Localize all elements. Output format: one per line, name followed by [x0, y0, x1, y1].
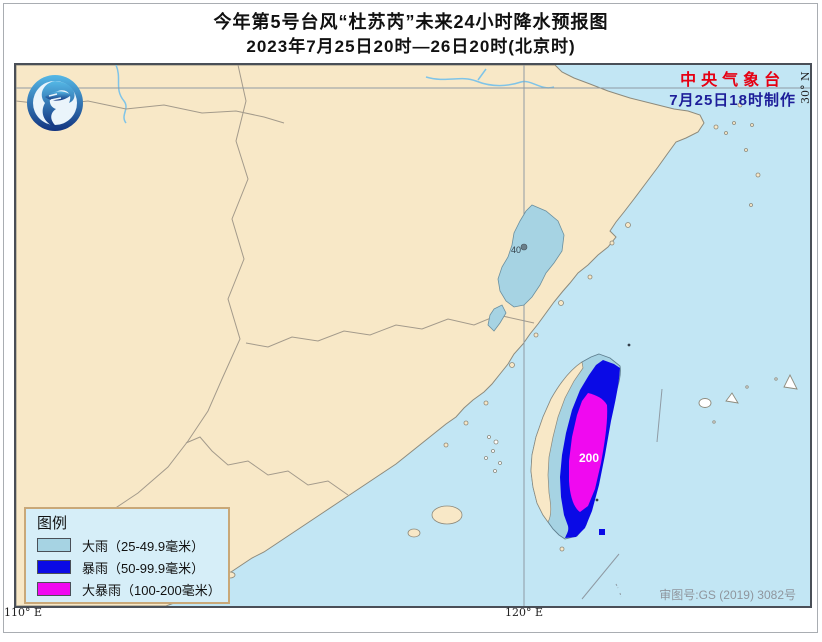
longitude-label-120e: 120° E [505, 606, 544, 619]
taiwan-west-plain [530, 361, 584, 523]
taiwan-rain-max-label: 200 [579, 451, 599, 465]
north-islet [627, 343, 631, 347]
map-subtitle-period: 2023年7月25日20时—26日20时(北京时) [246, 37, 576, 56]
coastal-rain-value-label: 40 [511, 245, 521, 255]
longitude-label-110e: 110° E [4, 606, 43, 619]
green-islet [595, 498, 599, 502]
issued-time: 7月25日18时制作 [669, 92, 796, 109]
rivers [115, 65, 555, 124]
rainstorm-label: 暴雨（50-99.9毫米） [82, 560, 205, 576]
map-approval-number: 审图号:GS (2019) 3082号 [659, 588, 796, 602]
agency-name: 中央气象台 [680, 72, 786, 89]
legend-box: 图例 大雨（25-49.9毫米） 暴雨（50-99.9毫米） 大暴雨（100-2… [24, 507, 230, 604]
taiwan-island: 200 [530, 343, 631, 540]
legend-row-heavy-rain: 大雨（25-49.9毫米） [37, 534, 228, 556]
agency-block: 中央气象台 7月25日18时制作 [669, 71, 796, 111]
ryukyu-islands [698, 373, 798, 424]
page-border [3, 3, 818, 633]
geography-layer: 40 200 [16, 65, 810, 606]
map-title: 今年第5号台风“杜苏芮”未来24小时降水预报图 [213, 12, 609, 32]
coastal-islet [520, 243, 528, 251]
mainland-china [16, 65, 705, 606]
cma-logo-icon [27, 75, 83, 131]
graticule-lines [16, 65, 810, 606]
legend-row-rainstorm: 暴雨（50-99.9毫米） [37, 556, 228, 578]
severe-rainstorm-label: 大暴雨（100-200毫米） [82, 582, 221, 598]
taiwan-severe-rainstorm-area [569, 393, 608, 512]
legend-row-severe-rainstorm: 大暴雨（100-200毫米） [37, 578, 228, 600]
penghu-islands [484, 435, 502, 473]
lanyu-island [599, 529, 605, 535]
legend-title: 图例 [37, 515, 68, 532]
latitude-label-30n: 30° N [799, 71, 812, 104]
sea-line-segments [581, 388, 663, 600]
coastal-rain-area: 40 [487, 204, 565, 332]
severe-rainstorm-swatch [37, 582, 71, 596]
map-canvas: 40 200 [14, 63, 812, 608]
rainstorm-swatch [37, 560, 71, 574]
heavy-rain-swatch [37, 538, 71, 552]
title-block: 今年第5号台风“杜苏芮”未来24小时降水预报图 2023年7月25日20时—26… [0, 9, 822, 59]
heavy-rain-label: 大雨（25-49.9毫米） [82, 538, 205, 554]
